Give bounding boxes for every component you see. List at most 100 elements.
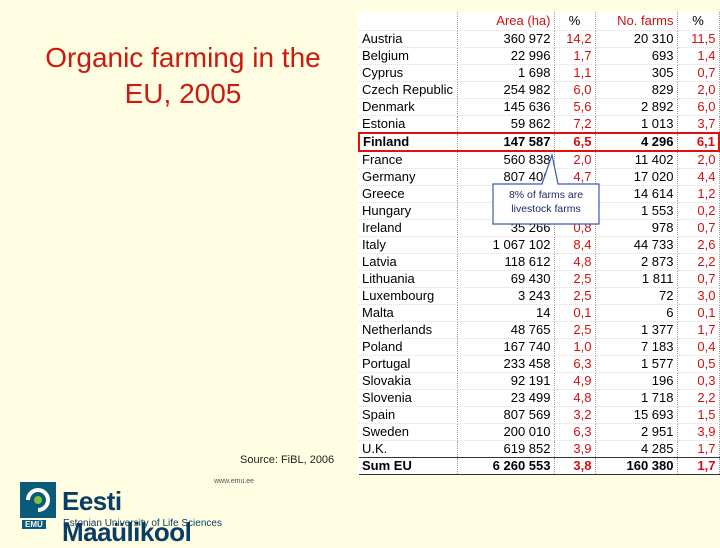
cell: 14 614 [595,185,678,203]
cell: 17 020 [595,168,678,186]
cell: 1 698 [457,64,555,82]
cell: 2 892 [595,98,678,116]
logo-mark: EMÜ [22,520,46,529]
table-row: Slovenia 23 499 4,8 1 718 2,2 [359,389,720,407]
cell: 3,9 [554,440,596,458]
cell: 6,5 [554,132,596,152]
country-cell: Poland [359,338,458,356]
country-cell: Cyprus [359,64,458,82]
cell: 4,9 [554,372,596,390]
header-row: Area (ha)% No. farms% [359,12,720,31]
cell: 1,7 [554,47,596,65]
logo-icon [20,482,56,518]
cell: 693 [595,47,678,65]
country-cell: Sweden [359,423,458,441]
country-cell: Malta [359,304,458,322]
cell: 0,7 [677,219,720,237]
cell: 1,1 [554,64,596,82]
country-cell: Netherlands [359,321,458,339]
table-row: Malta 14 0,1 6 0,1 [359,304,720,322]
cell: 147 587 [457,132,555,152]
cell: 233 458 [457,355,555,373]
cell: 1,5 [677,406,720,424]
country-cell: Spain [359,406,458,424]
table-row: Czech Republic 254 982 6,0 829 2,0 [359,81,720,99]
cell: 8,4 [554,236,596,254]
table-row: Belgium 22 996 1,7 693 1,4 [359,47,720,65]
country-cell: Latvia [359,253,458,271]
country-cell: Finland [358,132,458,152]
country-cell: Sum EU [359,457,458,475]
cell: 2,5 [554,321,596,339]
cell: 1 067 102 [457,236,555,254]
cell: 72 [595,287,678,305]
table-row: Netherlands 48 765 2,5 1 377 1,7 [359,321,720,339]
data-table: Area (ha)% No. farms% Austria 360 972 14,2 2… [358,12,720,475]
header-cell: No. farms [595,12,678,31]
country-cell: Luxembourg [359,287,458,305]
cell: 23 499 [457,389,555,407]
cell: 978 [595,219,678,237]
cell: 1 553 [595,202,678,220]
cell: 4 296 [595,132,678,152]
cell: 0,5 [677,355,720,373]
country-cell: Slovakia [359,372,458,390]
country-cell: Portugal [359,355,458,373]
country-cell: Belgium [359,47,458,65]
cell: 118 612 [457,253,555,271]
cell: 167 740 [457,338,555,356]
cell: 4,4 [677,168,720,186]
table-row: Cyprus 1 698 1,1 305 0,7 [359,64,720,82]
cell: 0,7 [677,64,720,82]
cell: 14,2 [554,30,596,48]
country-cell: Lithuania [359,270,458,288]
cell: 0,1 [677,304,720,322]
cell: 160 380 [595,457,678,475]
table-row: Poland 167 740 1,0 7 183 0,4 [359,338,720,356]
header-cell: % [554,12,596,31]
table-row: Slovakia 92 191 4,9 196 0,3 [359,372,720,390]
table-row: Austria 360 972 14,2 20 310 11,5 [359,30,720,48]
cell: 92 191 [457,372,555,390]
cell: 2 873 [595,253,678,271]
table-row: Latvia 118 612 4,8 2 873 2,2 [359,253,720,271]
callout: 8% of farms are livestock farms [492,153,600,225]
country-cell: Austria [359,30,458,48]
logo: EMÜ www.emu.ee Eesti Maaülikool Estonian… [18,478,254,547]
cell: 807 569 [457,406,555,424]
table-row: France 560 838 2,0 11 402 2,0 [359,151,720,169]
country-cell: France [359,151,458,169]
cell: 3 243 [457,287,555,305]
cell: 1 718 [595,389,678,407]
cell: 1,7 [677,321,720,339]
table-row: Luxembourg 3 243 2,5 72 3,0 [359,287,720,305]
cell: 11,5 [677,30,720,48]
cell: 1 577 [595,355,678,373]
cell: 6,3 [554,355,596,373]
cell: 44 733 [595,236,678,254]
cell: 305 [595,64,678,82]
cell: 6,3 [554,423,596,441]
cell: 14 [457,304,555,322]
table-row: Italy 1 067 102 8,4 44 733 2,6 [359,236,720,254]
cell: 6 [595,304,678,322]
slide-title: Organic farming in the EU, 2005 [45,42,321,109]
cell: 7,2 [554,115,596,134]
logo-name: Eesti Maaülikool [62,486,192,547]
cell: 7 183 [595,338,678,356]
table-row: Ireland 35 266 0,8 978 0,7 [359,219,720,237]
country-cell: Slovenia [359,389,458,407]
cell: 254 982 [457,81,555,99]
cell: 0,2 [677,202,720,220]
cell: 6,0 [554,81,596,99]
cell: 3,7 [677,115,720,134]
country-cell: Greece [359,185,458,203]
cell: 829 [595,81,678,99]
country-cell: U.K. [359,440,458,458]
table-row: Denmark 145 636 5,6 2 892 6,0 [359,98,720,116]
cell: 1 377 [595,321,678,339]
table-row: Finland 147 587 6,5 4 296 6,1 [358,132,720,152]
cell: 145 636 [457,98,555,116]
cell: 2,0 [554,151,596,169]
